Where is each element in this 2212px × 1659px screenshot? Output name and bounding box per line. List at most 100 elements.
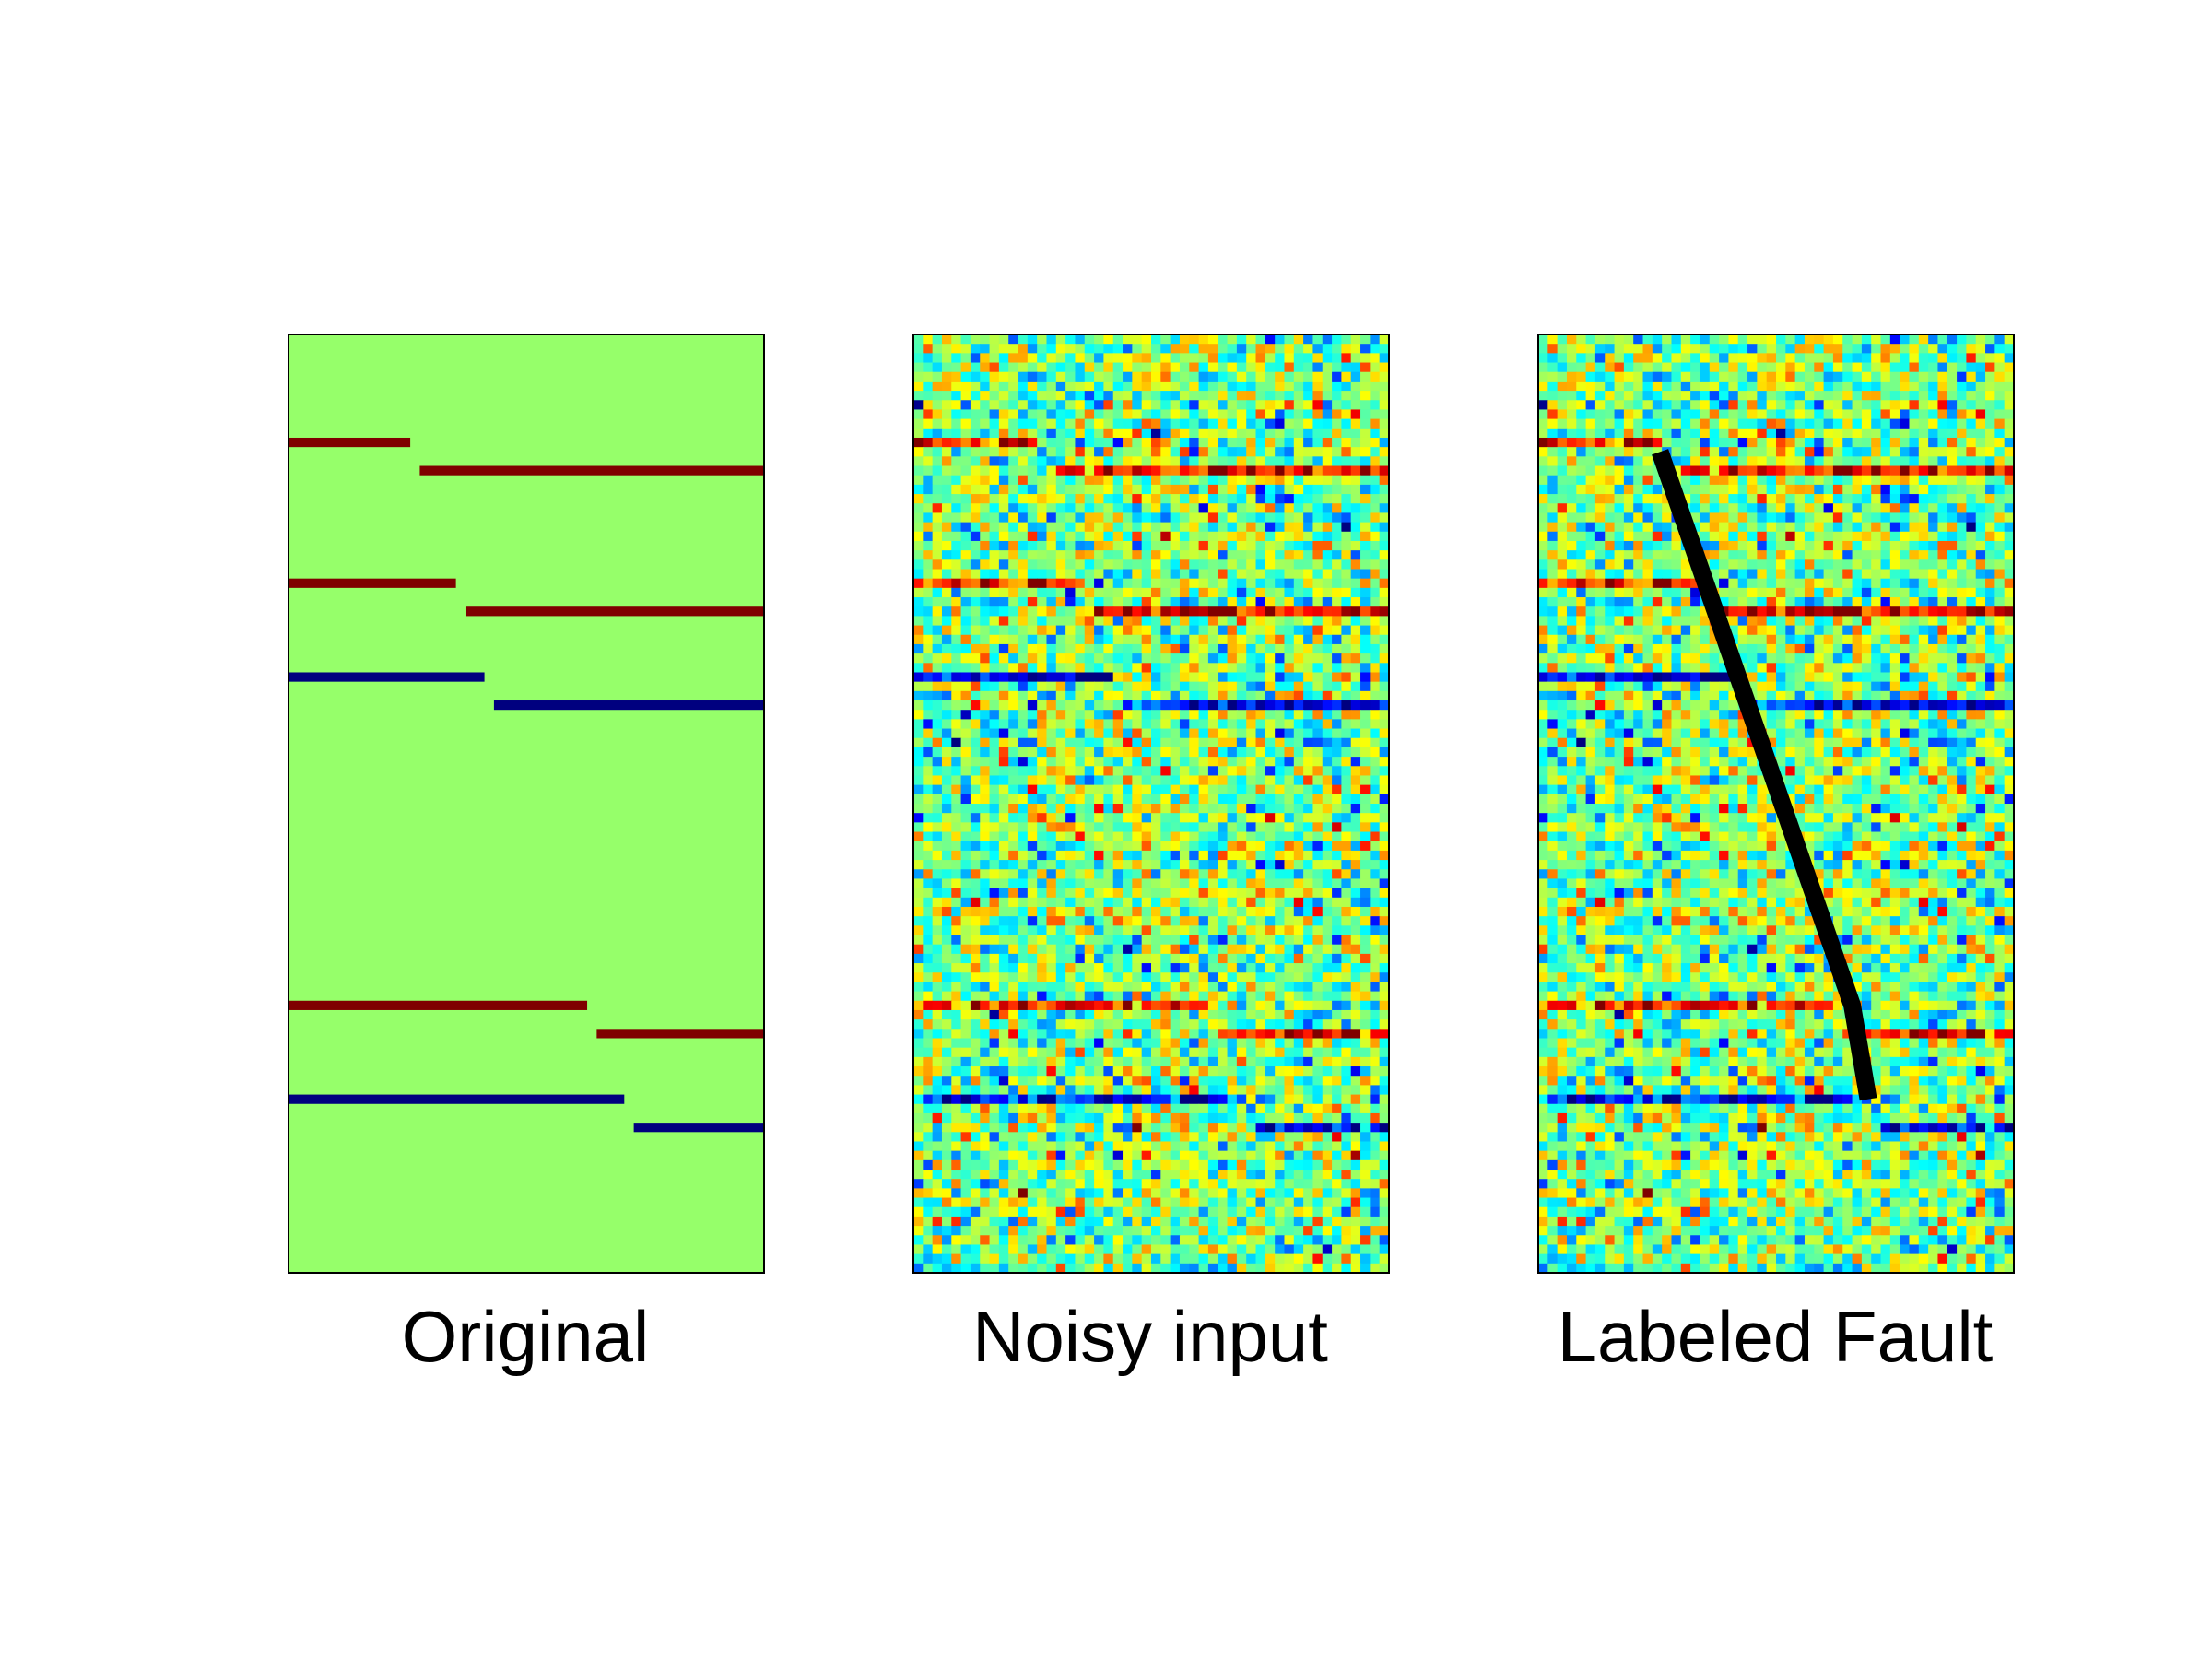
heatmap-cell	[970, 813, 981, 823]
heatmap-cell	[1303, 418, 1314, 429]
heatmap-cell	[1332, 813, 1342, 823]
heatmap-cell	[1094, 841, 1104, 852]
heatmap-cell	[1360, 681, 1371, 692]
heatmap-cell	[1370, 512, 1381, 524]
heatmap-cell	[1350, 1206, 1361, 1218]
heatmap-cell	[1103, 1170, 1114, 1180]
heatmap-cell	[1312, 625, 1324, 636]
heatmap-cell	[1141, 465, 1152, 477]
heatmap-cell	[998, 1170, 1009, 1180]
heatmap-cell	[1189, 1226, 1200, 1236]
heatmap-cell	[1037, 1150, 1048, 1161]
heatmap-cell	[913, 794, 924, 805]
heatmap-cell	[998, 531, 1009, 542]
heatmap-cell	[1312, 728, 1324, 739]
heatmap-cell	[1170, 540, 1181, 551]
heatmap-cell	[1207, 578, 1218, 589]
heatmap-cell	[1207, 719, 1218, 730]
heatmap-cell	[1112, 1085, 1124, 1096]
heatmap-cell	[1218, 578, 1229, 589]
heatmap-cell	[1255, 353, 1266, 364]
heatmap-cell	[1094, 494, 1104, 504]
heatmap-cell	[1170, 643, 1181, 654]
heatmap-cell	[1094, 1112, 1104, 1124]
heatmap-cell	[1094, 1047, 1104, 1058]
heatmap-cell	[1207, 663, 1218, 674]
heatmap-cell	[1027, 550, 1038, 560]
heatmap-cell	[1293, 841, 1304, 852]
heatmap-cell	[1112, 888, 1124, 899]
heatmap-cell	[1332, 1094, 1342, 1105]
heatmap-cell	[1293, 700, 1304, 711]
heatmap-cell	[1037, 1047, 1048, 1058]
heatmap-cell	[1341, 512, 1352, 524]
heatmap-cell	[1151, 494, 1161, 504]
heatmap-cell	[1151, 1170, 1161, 1180]
heatmap-cell	[1123, 447, 1133, 457]
heatmap-cell	[1265, 381, 1276, 392]
heatmap-cell	[1322, 1188, 1333, 1199]
heatmap-cell	[1207, 335, 1218, 345]
heatmap-cell	[951, 1085, 962, 1096]
heatmap-cell	[970, 578, 981, 589]
heatmap-cell	[1170, 972, 1181, 983]
heatmap-cell	[1350, 747, 1361, 758]
heatmap-cell	[1236, 972, 1247, 983]
heatmap-cell	[1065, 428, 1077, 439]
heatmap-cell	[1037, 634, 1048, 645]
heatmap-cell	[1046, 437, 1057, 448]
heatmap-cell	[1236, 597, 1247, 607]
heatmap-cell	[1103, 1263, 1114, 1274]
heatmap-cell	[1046, 1000, 1057, 1011]
heatmap-cell	[1293, 400, 1304, 411]
heatmap-cell	[1112, 587, 1124, 598]
heatmap-cell	[1170, 559, 1181, 571]
heatmap-cell	[1151, 813, 1161, 823]
heatmap-cell	[1141, 353, 1152, 364]
heatmap-cell	[1284, 1179, 1295, 1189]
heatmap-cell	[1018, 653, 1029, 664]
heatmap-cell	[998, 447, 1009, 457]
heatmap-cell	[1293, 428, 1304, 439]
heatmap-cell	[1312, 972, 1324, 983]
heatmap-cell	[1027, 578, 1038, 589]
heatmap-cell	[980, 860, 991, 870]
heatmap-cell	[1332, 700, 1342, 711]
heatmap-cell	[1303, 653, 1314, 664]
heatmap-cell	[1037, 1132, 1048, 1143]
heatmap-cell	[1170, 625, 1181, 636]
heatmap-cell	[1037, 747, 1048, 758]
heatmap-cell	[1094, 681, 1104, 692]
heatmap-cell	[1370, 897, 1381, 908]
heatmap-cell	[932, 335, 943, 345]
heatmap-cell	[1084, 1244, 1095, 1255]
heatmap-cell	[1303, 371, 1314, 382]
heatmap-cell	[913, 437, 924, 448]
heatmap-cell	[989, 1132, 1000, 1143]
heatmap-cell	[960, 1141, 971, 1152]
heatmap-cell	[998, 1206, 1009, 1218]
heatmap-cell	[1037, 418, 1048, 429]
heatmap-cell	[1037, 916, 1048, 926]
heatmap-cell	[1341, 447, 1352, 457]
heatmap-cell	[1265, 1226, 1276, 1236]
heatmap-cell	[1207, 690, 1218, 701]
heatmap-cell	[960, 1150, 971, 1161]
heatmap-cell	[1151, 1141, 1161, 1152]
heatmap-cell	[1151, 1206, 1161, 1218]
heatmap-cell	[1255, 925, 1266, 936]
heatmap-cell	[1360, 1159, 1371, 1171]
heatmap-cell	[941, 719, 952, 730]
heatmap-cell	[1236, 672, 1247, 683]
heatmap-cell	[1198, 1000, 1209, 1011]
heatmap-cell	[989, 737, 1000, 748]
heatmap-cell	[1075, 335, 1086, 345]
heatmap-cell	[1255, 1226, 1266, 1236]
heatmap-cell	[1284, 1029, 1295, 1040]
heatmap-cell	[1008, 1132, 1019, 1143]
heatmap-cell	[1094, 353, 1104, 364]
heatmap-cell	[1112, 690, 1124, 701]
heatmap-cell	[1189, 353, 1200, 364]
heatmap-cell	[1189, 757, 1200, 767]
heatmap-cell	[932, 1150, 943, 1161]
